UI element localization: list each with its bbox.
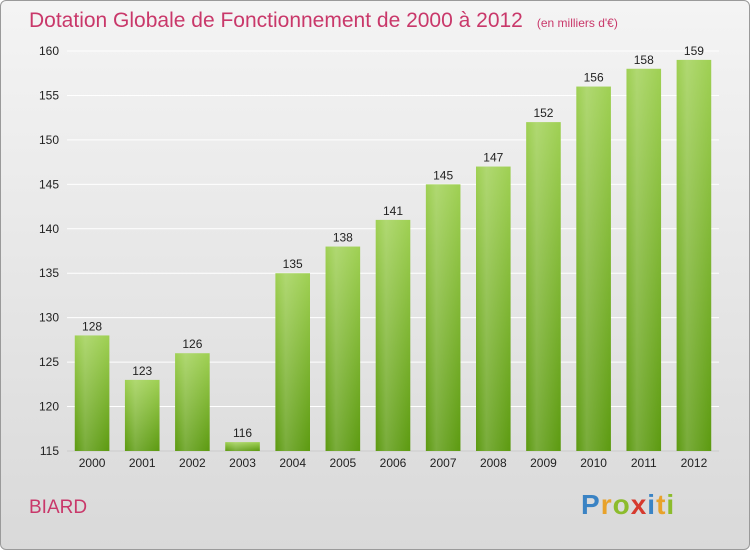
data-label: 123: [132, 364, 152, 378]
data-label: 141: [383, 204, 403, 218]
logo-letter: r: [600, 489, 613, 520]
data-label: 128: [82, 319, 102, 333]
bar-shine: [375, 219, 411, 451]
chart-subtitle: (en milliers d'€): [536, 16, 618, 30]
bar-shine: [476, 166, 511, 452]
bar-shine: [124, 379, 160, 451]
bar-shine: [676, 59, 712, 452]
logo-letter: i: [666, 489, 676, 520]
x-tick-label: 2012: [681, 456, 708, 470]
y-tick-label: 120: [39, 400, 59, 414]
bar-shine: [626, 68, 662, 452]
y-tick-label: 130: [39, 311, 59, 325]
x-tick-label: 2002: [179, 456, 206, 470]
bar-shine: [425, 184, 461, 452]
y-tick-label: 150: [39, 133, 59, 147]
bar-shine: [526, 122, 561, 451]
logo-letter: t: [656, 489, 667, 520]
chart-title: Dotation Globale de Fonctionnement de 20…: [29, 9, 618, 33]
logo-letter: o: [612, 489, 631, 520]
x-tick-label: 2000: [79, 456, 106, 470]
bar-shine: [225, 442, 260, 451]
x-tick-label: 2006: [380, 456, 407, 470]
bar-shine: [74, 335, 110, 451]
data-label: 159: [684, 44, 704, 58]
logo-letter: i: [647, 489, 657, 520]
proxiti-logo[interactable]: Proxiti: [581, 489, 675, 521]
data-labels: 128 123 126 116 135 138 141 145 147 152 156 158 159: [82, 44, 704, 440]
data-label: 152: [533, 106, 553, 120]
bar-shine: [325, 246, 361, 451]
data-label: 158: [634, 53, 654, 67]
data-label: 138: [333, 231, 353, 245]
x-tick-label: 2010: [580, 456, 607, 470]
y-tick-label: 145: [39, 177, 59, 191]
x-tick-label: 2003: [229, 456, 256, 470]
data-label: 147: [483, 151, 503, 165]
bar-shine: [175, 353, 210, 451]
x-tick-label: 2007: [430, 456, 457, 470]
x-tick-label: 2008: [480, 456, 507, 470]
x-tick-label: 2001: [129, 456, 156, 470]
x-tick-label: 2011: [631, 456, 657, 470]
data-label: 116: [233, 426, 252, 440]
data-label: 156: [584, 71, 604, 85]
y-tick-label: 140: [39, 222, 59, 236]
data-label: 145: [433, 168, 453, 182]
bars: [74, 59, 712, 452]
x-axis-ticks: 2000 2001 2002 2003 2004 2005 2006 2007 2008 2009…: [79, 456, 708, 470]
data-label: 126: [182, 337, 202, 351]
commune-name: BIARD: [29, 497, 88, 518]
x-tick-label: 2005: [329, 456, 356, 470]
logo-letter: x: [630, 489, 648, 520]
bar-shine: [275, 273, 310, 451]
y-tick-label: 135: [39, 266, 59, 280]
y-axis-ticks: 115 120 125 130 135 140 145 150 155 160: [39, 44, 59, 458]
y-tick-label: 125: [39, 355, 59, 369]
logo-letter: P: [581, 489, 601, 520]
title-text: Dotation Globale de Fonctionnement de 20…: [29, 9, 523, 32]
y-tick-label: 160: [39, 44, 59, 58]
y-tick-label: 155: [39, 88, 59, 102]
bar-shine: [576, 86, 611, 452]
y-tick-label: 115: [40, 444, 59, 458]
data-label: 135: [283, 257, 303, 271]
x-tick-label: 2009: [530, 456, 557, 470]
x-tick-label: 2004: [279, 456, 306, 470]
